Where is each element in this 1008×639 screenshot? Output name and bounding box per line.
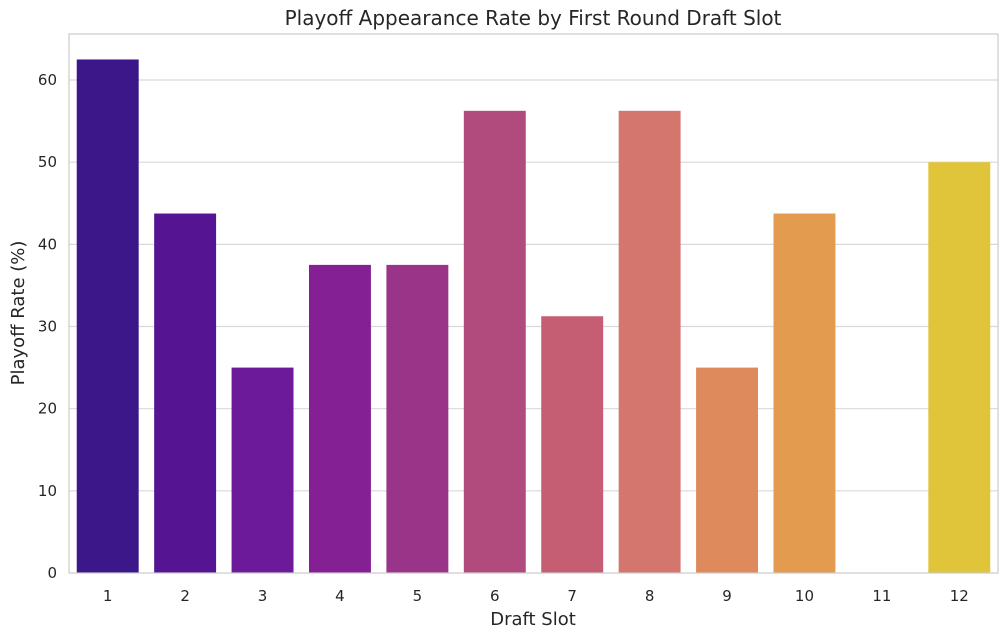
bar-slot-8 <box>618 110 681 573</box>
bar-slot-5 <box>386 264 449 573</box>
plot-frame <box>68 33 999 574</box>
x-tick-label: 2 <box>180 587 190 605</box>
bar-slot-12 <box>928 162 991 574</box>
bar-slot-7 <box>541 316 604 573</box>
bar-slot-2 <box>154 213 217 573</box>
x-tick-label: 12 <box>950 587 969 605</box>
y-tick-label: 30 <box>38 318 57 336</box>
x-tick-label: 7 <box>567 587 577 605</box>
gridlines <box>69 79 998 492</box>
bar-slot-9 <box>696 367 759 573</box>
bar-slot-3 <box>231 367 294 573</box>
y-tick-label: 50 <box>38 153 57 171</box>
y-axis-label: Playoff Rate (%) <box>8 241 29 386</box>
y-tick-label: 20 <box>38 400 57 418</box>
x-tick-label: 1 <box>103 587 113 605</box>
y-tick-label: 60 <box>38 71 57 89</box>
x-axis-label: Draft Slot <box>490 609 576 630</box>
bars <box>76 59 991 574</box>
y-tick-label: 40 <box>38 235 57 253</box>
x-tick-label: 8 <box>645 587 655 605</box>
bar-slot-1 <box>76 59 139 574</box>
x-tick-label: 3 <box>258 587 268 605</box>
bar-slot-10 <box>773 213 836 573</box>
bar-slot-4 <box>308 264 371 573</box>
x-tick-label: 4 <box>335 587 345 605</box>
y-tick-labels: 0 10 20 30 40 50 60 <box>38 71 57 582</box>
x-tick-label: 10 <box>795 587 814 605</box>
x-tick-labels: 1 2 3 4 5 6 7 8 9 10 11 12 <box>103 587 969 605</box>
x-tick-label: 6 <box>490 587 500 605</box>
bar-slot-6 <box>463 110 526 573</box>
chart-title: Playoff Appearance Rate by First Round D… <box>285 6 782 30</box>
x-tick-label: 11 <box>872 587 891 605</box>
y-tick-label: 10 <box>38 482 57 500</box>
x-tick-label: 9 <box>722 587 732 605</box>
x-tick-label: 5 <box>413 587 423 605</box>
y-tick-label: 0 <box>47 564 57 582</box>
